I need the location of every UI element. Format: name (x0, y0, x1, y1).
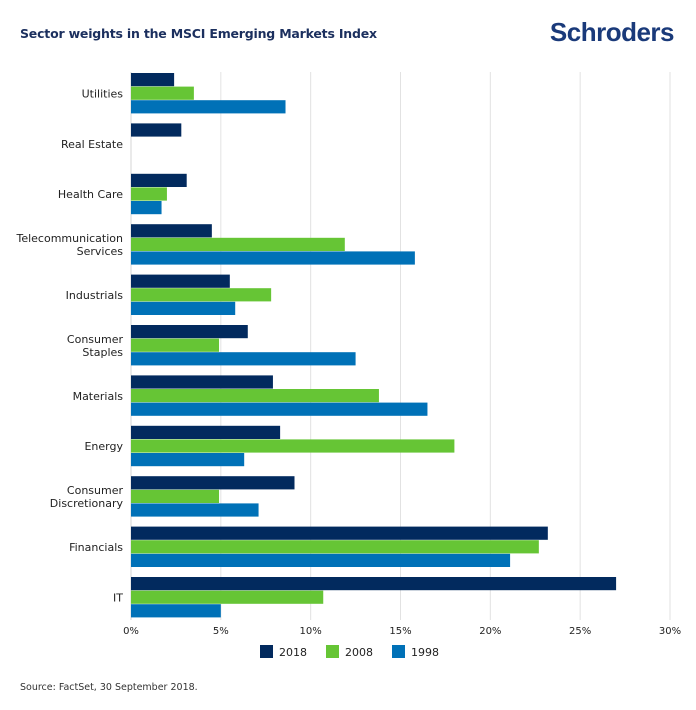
bar-1998-financials (131, 553, 511, 567)
category-label-line: Industrials (66, 289, 124, 302)
bar-1998-consumer-staples (131, 352, 356, 366)
bar-1998-health-care (131, 201, 162, 215)
category-label: Energy (84, 440, 123, 453)
legend-swatch-1998 (392, 645, 405, 658)
bars (131, 73, 617, 618)
x-tick-label: 5% (213, 626, 229, 637)
category-label: Health Care (58, 188, 123, 201)
category-label: Real Estate (61, 138, 123, 151)
legend: 2018 2008 1998 (260, 645, 439, 659)
category-label-line: IT (113, 591, 123, 604)
chart-title: Sector weights in the MSCI Emerging Mark… (20, 26, 377, 41)
bar-2008-financials (131, 540, 539, 554)
category-label: Financials (69, 541, 123, 554)
category-label-line: Telecommunication (15, 232, 123, 245)
category-label: Materials (73, 390, 124, 403)
legend-swatch-2018 (260, 645, 273, 658)
category-label: Industrials (66, 289, 124, 302)
bar-2008-telecommunication-services (131, 237, 345, 251)
bar-2008-consumer-discretionary (131, 489, 220, 503)
category-label-line: Staples (82, 346, 123, 359)
x-tick-label: 30% (659, 626, 681, 637)
bar-2018-telecommunication-services (131, 224, 212, 238)
bar-2008-it (131, 590, 324, 604)
x-tick-label: 0% (123, 626, 139, 637)
bar-2018-energy (131, 425, 281, 439)
schroders-logo: Schroders (549, 17, 675, 47)
legend-label-1998: 1998 (411, 646, 439, 659)
source-note: Source: FactSet, 30 September 2018. (20, 682, 198, 693)
x-tick-label: 20% (479, 626, 501, 637)
bar-2008-energy (131, 439, 455, 453)
bar-2018-consumer-staples (131, 325, 248, 339)
category-label-line: Consumer (67, 484, 124, 497)
bar-2008-consumer-staples (131, 338, 220, 352)
bar-1998-consumer-discretionary (131, 503, 259, 517)
category-label-line: Services (77, 245, 124, 258)
x-tick-label: 15% (389, 626, 411, 637)
x-tick-labels: 0% 5% 10% 15% 20% 25% 30% (123, 626, 681, 637)
bar-2018-financials (131, 526, 548, 540)
bar-2018-consumer-discretionary (131, 476, 295, 490)
x-tick-label: 10% (300, 626, 322, 637)
bar-2008-health-care (131, 187, 167, 201)
x-tick-label: 25% (569, 626, 591, 637)
bar-2018-utilities (131, 73, 175, 87)
bar-chart: Utilities Real Estate Health Care Telecommu… (15, 72, 681, 659)
category-label-line: Materials (73, 390, 124, 403)
category-label: Telecommunication Services (15, 232, 123, 258)
bar-2008-utilities (131, 86, 194, 100)
bar-1998-telecommunication-services (131, 251, 415, 265)
category-label-line: Energy (84, 440, 123, 453)
bar-1998-utilities (131, 100, 286, 114)
bar-2018-materials (131, 375, 273, 389)
category-label-line: Utilities (82, 87, 124, 100)
bar-2018-real-estate (131, 123, 182, 137)
category-label-line: Financials (69, 541, 123, 554)
legend-label-2008: 2008 (345, 646, 373, 659)
category-label: IT (113, 591, 123, 604)
category-label-line: Consumer (67, 333, 124, 346)
category-label-line: Health Care (58, 188, 123, 201)
bar-1998-it (131, 604, 221, 618)
bar-2018-industrials (131, 274, 230, 288)
category-label-line: Discretionary (50, 497, 124, 510)
bar-2008-industrials (131, 288, 272, 302)
bar-1998-industrials (131, 301, 236, 315)
category-label: Consumer Discretionary (50, 484, 124, 510)
bar-2008-materials (131, 389, 379, 403)
category-label: Utilities (82, 87, 124, 100)
category-label: Consumer Staples (67, 333, 124, 359)
bar-1998-energy (131, 453, 245, 467)
category-label-line: Real Estate (61, 138, 123, 151)
bar-2018-health-care (131, 173, 187, 187)
category-labels: Utilities Real Estate Health Care Telecommu… (15, 87, 123, 604)
bar-1998-materials (131, 402, 428, 416)
legend-label-2018: 2018 (279, 646, 307, 659)
legend-swatch-2008 (326, 645, 339, 658)
bar-2018-it (131, 577, 617, 591)
